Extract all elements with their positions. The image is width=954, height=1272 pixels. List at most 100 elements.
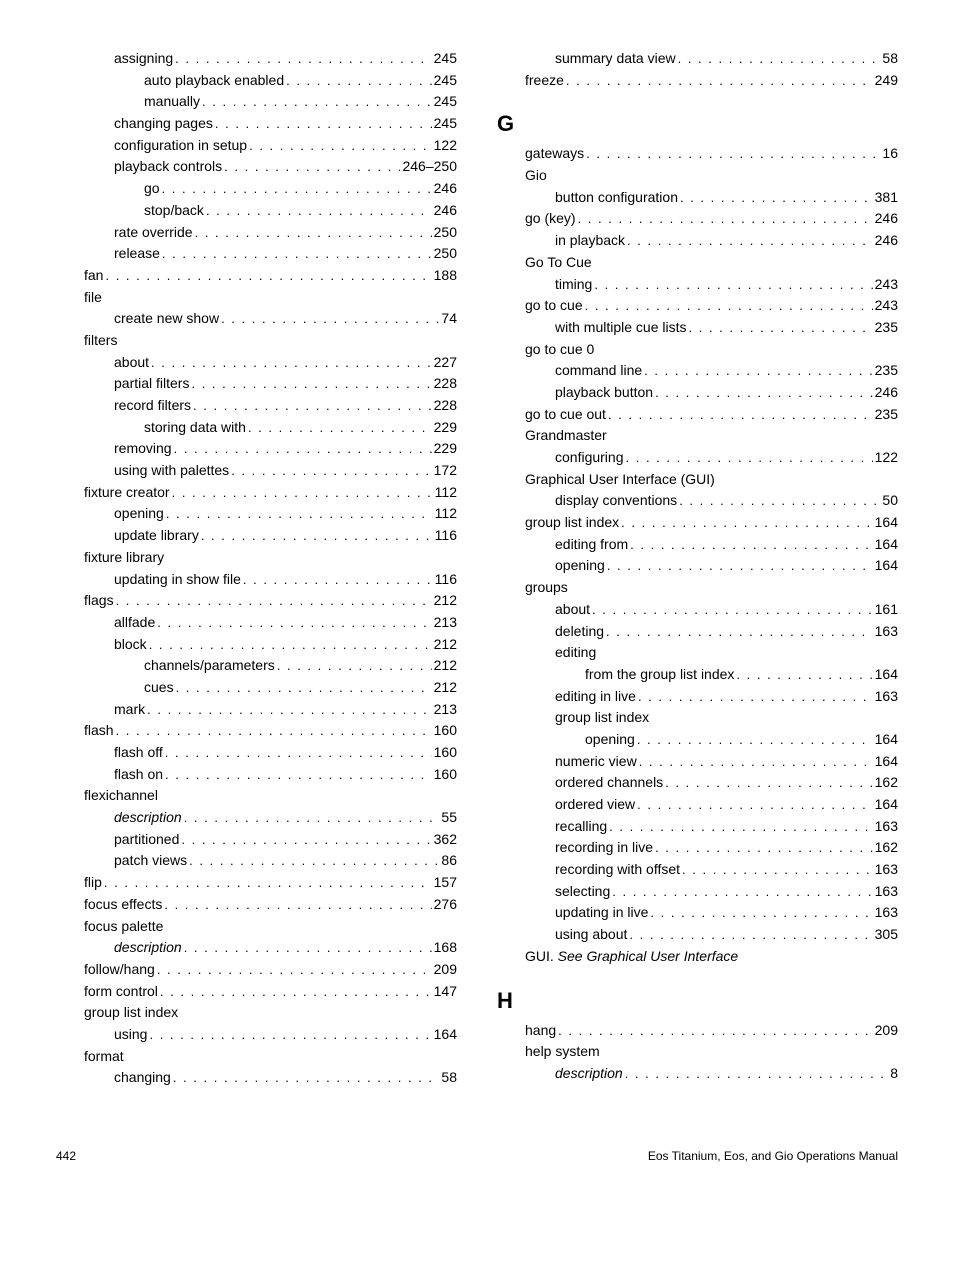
index-entry: partitioned362 — [56, 829, 457, 851]
index-entry-label: go to cue 0 — [525, 341, 594, 357]
leader-dots — [638, 686, 873, 708]
index-entry-label: group list index — [555, 709, 649, 725]
index-entry: playback button246 — [497, 382, 898, 404]
index-entry-page: 86 — [441, 850, 457, 872]
index-entry-page: 246 — [875, 382, 898, 404]
leader-dots — [650, 902, 872, 924]
index-entry-label: using about — [555, 924, 627, 946]
index-entry-page: 163 — [875, 621, 898, 643]
index-entry-label: editing in live — [555, 686, 636, 708]
index-entry-label: using — [114, 1024, 147, 1046]
index-entry: storing data with229 — [56, 417, 457, 439]
index-entry: fixture library — [56, 547, 457, 569]
index-entry-page: 112 — [435, 482, 457, 504]
index-entry-page: 362 — [434, 829, 457, 851]
index-entry-page: 212 — [434, 634, 457, 656]
index-entry: patch views86 — [56, 850, 457, 872]
index-entry-label: playback controls — [114, 156, 222, 178]
index-entry: description168 — [56, 937, 457, 959]
index-entry-label: file — [84, 289, 102, 305]
index-entry: gateways16 — [497, 143, 898, 165]
index-entry: manually245 — [56, 91, 457, 113]
index-entry-label: auto playback enabled — [144, 70, 284, 92]
index-entry: go (key)246 — [497, 208, 898, 230]
index-entry: groups — [497, 577, 898, 599]
index-entry: recalling163 — [497, 816, 898, 838]
index-entry: numeric view164 — [497, 751, 898, 773]
index-entry: form control147 — [56, 981, 457, 1003]
index-entry-page: 164 — [875, 794, 898, 816]
index-entry-label: filters — [84, 332, 117, 348]
footer-manual-title: Eos Titanium, Eos, and Gio Operations Ma… — [648, 1149, 898, 1163]
index-entry-page: 161 — [875, 599, 898, 621]
index-entry-label: release — [114, 243, 160, 265]
index-entry: hang209 — [497, 1020, 898, 1042]
index-entry-label: create new show — [114, 308, 219, 330]
index-entry-label: updating in show file — [114, 569, 241, 591]
index-entry-label: update library — [114, 525, 199, 547]
index-entry: updating in live163 — [497, 902, 898, 924]
index-entry-label: storing data with — [144, 417, 246, 439]
leader-dots — [607, 555, 873, 577]
leader-dots — [585, 295, 873, 317]
index-entry-label: help system — [525, 1043, 600, 1059]
index-entry: format — [56, 1046, 457, 1068]
index-entry: allfade 213 — [56, 612, 457, 634]
index-entry-page: 164 — [875, 729, 898, 751]
index-entry: flash160 — [56, 720, 457, 742]
index-entry: flexichannel — [56, 785, 457, 807]
leader-dots — [173, 1067, 440, 1089]
index-entry-page: 246 — [875, 230, 898, 252]
leader-dots — [181, 829, 431, 851]
leader-dots — [637, 729, 873, 751]
leader-dots — [625, 1063, 889, 1085]
leader-dots — [151, 352, 432, 374]
index-entry: flash off160 — [56, 742, 457, 764]
index-entry-page: 160 — [434, 764, 457, 786]
index-entry-label: ordered channels — [555, 772, 663, 794]
index-entry-label: recording in live — [555, 837, 653, 859]
index-entry-label: allfade — [114, 612, 155, 634]
index-entry-page: 213 — [434, 699, 457, 721]
index-entry-label: ordered view — [555, 794, 635, 816]
index-entry-page: 55 — [441, 807, 457, 829]
index-entry-label: Graphical User Interface (GUI) — [525, 471, 715, 487]
leader-dots — [679, 490, 880, 512]
index-entry-label: button configuration — [555, 187, 678, 209]
index-entry-page: 213 — [434, 612, 457, 634]
index-entry: button configuration381 — [497, 187, 898, 209]
index-entry-page: 163 — [875, 902, 898, 924]
index-entry-page: 8 — [890, 1063, 898, 1085]
index-entry: timing243 — [497, 274, 898, 296]
leader-dots — [184, 807, 440, 829]
index-entry: editing from164 — [497, 534, 898, 556]
index-entry-page: 58 — [441, 1067, 457, 1089]
leader-dots — [277, 655, 432, 677]
left-column: assigning245auto playback enabled245manu… — [56, 48, 457, 1089]
index-entry-label: deleting — [555, 621, 604, 643]
index-entry-label: changing pages — [114, 113, 213, 135]
index-entry-see: GUI. See Graphical User Interface — [497, 946, 898, 968]
index-entry: group list index — [56, 1002, 457, 1024]
index-entry: selecting163 — [497, 881, 898, 903]
index-entry: updating in show file116 — [56, 569, 457, 591]
index-entry: freeze249 — [497, 70, 898, 92]
index-entry-label: opening — [585, 729, 635, 751]
index-entry-label: block — [114, 634, 147, 656]
index-entry-page: 235 — [875, 317, 898, 339]
see-prefix: GUI. — [525, 948, 558, 964]
leader-dots — [221, 308, 439, 330]
index-entry: opening 164 — [497, 729, 898, 751]
index-entry: assigning245 — [56, 48, 457, 70]
index-entry: block 212 — [56, 634, 457, 656]
leader-dots — [621, 512, 872, 534]
index-entry: ordered view 164 — [497, 794, 898, 816]
index-entry-label: recording with offset — [555, 859, 680, 881]
index-entry-label: fixture creator — [84, 482, 170, 504]
index-entry-label: flags — [84, 590, 114, 612]
leader-dots — [162, 243, 432, 265]
index-entry: follow/hang209 — [56, 959, 457, 981]
leader-dots — [149, 634, 432, 656]
leader-dots — [592, 599, 873, 621]
index-entry: file — [56, 287, 457, 309]
